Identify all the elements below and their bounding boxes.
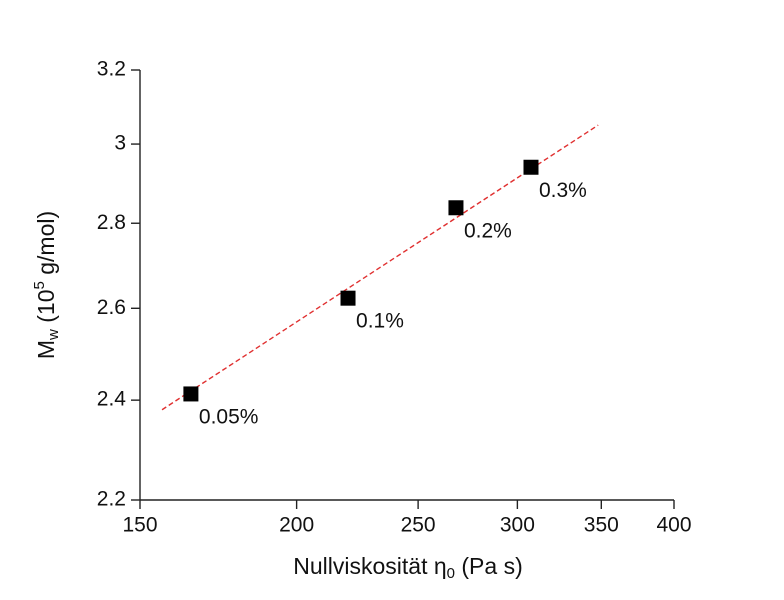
x-tick-label: 250 — [401, 514, 436, 537]
point — [183, 386, 199, 402]
x-label-part: (Pa s) — [455, 553, 523, 579]
point-label: 0.1% — [356, 310, 404, 333]
y-tick-label: 2.2 — [97, 488, 126, 511]
x-tick-label: 300 — [500, 514, 535, 537]
y-label-part: (10 — [33, 289, 59, 329]
y-axis-label: Mw (105 g/mol) — [31, 211, 62, 359]
y-label-sub: w — [45, 329, 62, 341]
point-label: 0.05% — [199, 405, 259, 428]
y-tick-label: 2.6 — [97, 296, 126, 319]
point-label: 0.2% — [464, 219, 512, 242]
point-label: 0.3% — [539, 179, 587, 202]
x-label-sub: 0 — [447, 565, 455, 582]
y-label-part: g/mol) — [33, 211, 59, 281]
y-tick-label: 3.2 — [97, 58, 126, 81]
point — [340, 290, 356, 306]
y-label-part: M — [33, 340, 59, 359]
x-tick-label: 200 — [279, 514, 314, 537]
x-tick-label: 150 — [122, 514, 157, 537]
x-tick-label: 350 — [584, 514, 619, 537]
y-tick-label: 2.8 — [97, 211, 126, 234]
y-tick-label: 3 — [114, 132, 126, 155]
x-axis-label: Nullviskosität η0 (Pa s) — [293, 553, 522, 582]
point — [448, 200, 464, 216]
y-label-sup: 5 — [31, 281, 48, 289]
x-tick-label: 400 — [656, 514, 691, 537]
y-tick-label: 2.4 — [97, 388, 127, 411]
x-label-part: Nullviskosität η — [293, 553, 446, 579]
point — [523, 159, 539, 175]
